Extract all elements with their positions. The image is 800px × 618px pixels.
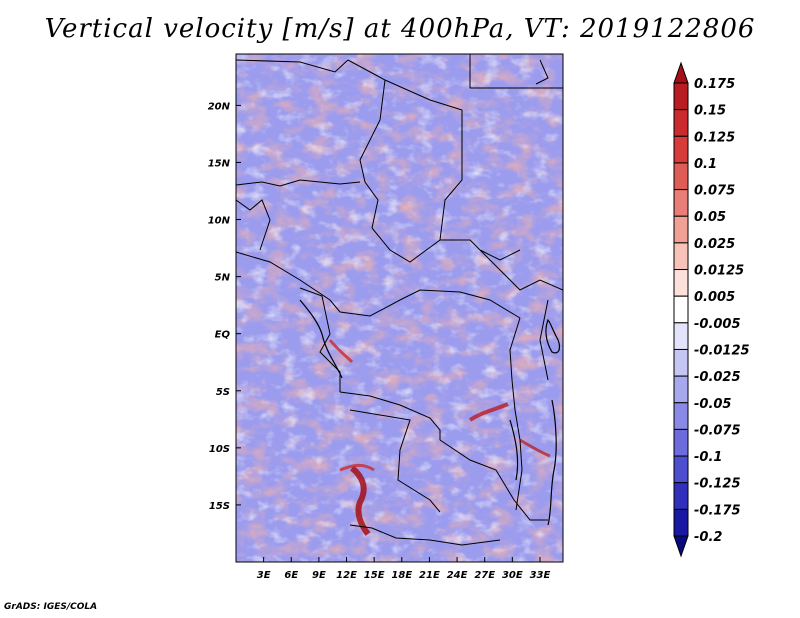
colorbar-label: 0.075: [694, 184, 735, 199]
colorbar-label: 0.005: [694, 290, 735, 305]
colorbar-segment: [673, 242, 689, 271]
colorbar-label: 0.125: [694, 130, 735, 145]
colorbar-label: -0.2: [694, 530, 722, 545]
colorbar-label: -0.1: [694, 450, 722, 465]
y-tick-label: 10N: [208, 216, 231, 227]
x-tick-label: 27E: [474, 570, 495, 581]
colorbar-segment: [673, 135, 689, 164]
colorbar-segment: [673, 189, 689, 217]
y-tick-label: 5S: [216, 387, 230, 398]
colorbar-segment: [673, 348, 689, 377]
chart-title: Vertical velocity [m/s] at 400hPa, VT: 2…: [44, 14, 756, 44]
x-tick-label: 6E: [284, 570, 298, 581]
colorbar-label: -0.005: [694, 317, 741, 332]
x-tick-label: 24E: [447, 570, 468, 581]
y-tick-label: 20N: [208, 101, 231, 112]
y-tick-label: 10S: [209, 444, 230, 455]
colorbar-label: -0.0125: [694, 343, 750, 358]
colorbar-segment: [673, 535, 689, 558]
colorbar-label: 0.175: [694, 77, 735, 92]
colorbar-label: -0.05: [694, 397, 731, 412]
y-tick-label: 5N: [215, 273, 231, 284]
plot-frame: [235, 53, 564, 563]
colorbar-segment: [673, 322, 689, 350]
colorbar: 0.175 0.15 0.125 0.1 0.075 0.05 0.025 0.0125 0.0…: [673, 61, 750, 558]
colorbar-label: 0.025: [694, 237, 735, 252]
colorbar-segment: [673, 162, 689, 191]
colorbar-segment: [673, 402, 689, 430]
x-tick-label: 9E: [312, 570, 326, 581]
x-tick-label: 30E: [502, 570, 523, 581]
colorbar-label: 0.05: [694, 210, 726, 225]
x-tick-label: 12E: [336, 570, 357, 581]
x-tick-label: 15E: [364, 570, 385, 581]
colorbar-label: 0.0125: [694, 264, 744, 279]
colorbar-segment: [673, 215, 689, 244]
colorbar-segment: [673, 295, 689, 324]
colorbar-segment: [673, 482, 689, 510]
colorbar-segment: [673, 508, 689, 537]
colorbar-label: -0.075: [694, 423, 741, 438]
y-tick-label: 15S: [209, 501, 230, 512]
y-tick-label: 15N: [208, 158, 231, 169]
colorbar-segment: [673, 82, 689, 111]
colorbar-label: 0.15: [694, 104, 726, 119]
colorbar-segment: [673, 375, 689, 404]
colorbar-segment: [673, 109, 689, 137]
x-tick-label: 21E: [419, 570, 440, 581]
colorbar-label: 0.1: [694, 157, 717, 172]
y-axis: 20N 15N 10N 5N EQ 5S 10S 15S: [208, 101, 241, 512]
colorbar-label: -0.175: [694, 503, 741, 518]
x-tick-label: 33E: [530, 570, 551, 581]
colorbar-segment: [673, 455, 689, 484]
x-tick-label: 18E: [391, 570, 412, 581]
x-tick-label: 3E: [257, 570, 271, 581]
velocity-field: [236, 54, 563, 562]
x-axis: 3E 6E 9E 12E 15E 18E 21E 24E 27E 30E 33E: [257, 557, 551, 581]
colorbar-segment: [673, 428, 689, 457]
colorbar-label: -0.025: [694, 370, 741, 385]
colorbar-segment: [673, 269, 689, 297]
colorbar-segment: [673, 61, 689, 84]
grads-credit: GrADS: IGES/COLA: [4, 602, 98, 612]
y-tick-label: EQ: [215, 330, 231, 341]
colorbar-label: -0.125: [694, 477, 741, 492]
